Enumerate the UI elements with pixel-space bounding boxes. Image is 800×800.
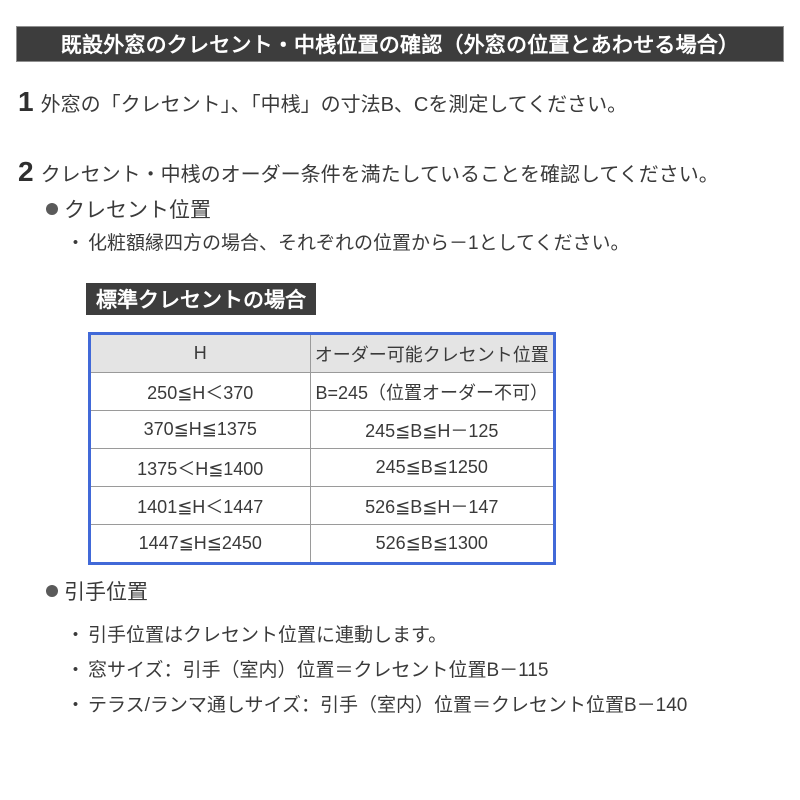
- hikite-note-item: ・ 引手位置はクレセント位置に連動します。: [66, 620, 447, 647]
- table-row: 250≦H＜370 B=245（位置オーダー不可）: [91, 372, 553, 411]
- hikite-note-text: 窓サイズ：引手（室内）位置＝クレセント位置B－115: [88, 660, 549, 681]
- small-dot-bullet-icon: ・: [66, 625, 86, 646]
- table-header-cell-h: H: [91, 335, 311, 373]
- table-cell-position-range: 245≦B≦1250: [309, 448, 553, 487]
- table-row: 1375＜H≦1400 245≦B≦1250: [91, 448, 553, 487]
- step-number-2: 2: [18, 156, 34, 187]
- step-text-2: クレセント・中桟のオーダー条件を満たしていることを確認してください。: [40, 164, 719, 186]
- filled-circle-bullet-icon: [46, 203, 58, 215]
- table-cell-h-range: 370≦H≦1375: [91, 410, 311, 449]
- table-cell-h-range: 1401≦H＜1447: [91, 486, 311, 525]
- step-item-2: 2 クレセント・中桟のオーダー条件を満たしていることを確認してください。: [18, 158, 719, 187]
- hikite-position-heading: 引手位置: [46, 576, 148, 606]
- table-cell-position-range: B=245（位置オーダー不可）: [309, 372, 553, 411]
- crescent-position-heading: クレセント位置: [46, 194, 211, 224]
- document-title-bar: 既設外窓のクレセント・中桟位置の確認（外窓の位置とあわせる場合）: [16, 26, 784, 62]
- table-cell-position-range: 245≦B≦H－125: [309, 410, 553, 449]
- hikite-note-item: ・ テラス/ランマ通しサイズ：引手（室内）位置＝クレセント位置B－140: [66, 690, 687, 717]
- small-dot-bullet-icon: ・: [66, 695, 86, 716]
- hikite-note-text: テラス/ランマ通しサイズ：引手（室内）位置＝クレセント位置B－140: [88, 695, 688, 716]
- step-item-1: 1 外窓の「クレセント」、「中桟」の寸法B、Cを測定してください。: [18, 88, 627, 117]
- table-row: 1447≦H≦2450 526≦B≦1300: [91, 524, 553, 562]
- table-section-bar: 標準クレセントの場合: [86, 283, 316, 315]
- hikite-note-item: ・ 窓サイズ：引手（室内）位置＝クレセント位置B－115: [66, 655, 548, 682]
- small-dot-bullet-icon: ・: [66, 233, 86, 254]
- table-cell-position-range: 526≦B≦H－147: [309, 486, 553, 525]
- table-header-row: H オーダー可能クレセント位置: [91, 335, 553, 373]
- table-row: 1401≦H＜1447 526≦B≦H－147: [91, 486, 553, 525]
- table-cell-h-range: 1447≦H≦2450: [91, 524, 311, 562]
- table-cell-position-range: 526≦B≦1300: [309, 524, 553, 562]
- table-cell-h-range: 250≦H＜370: [91, 372, 311, 411]
- crescent-position-heading-label: クレセント位置: [64, 199, 211, 222]
- table-section-title: 標準クレセントの場合: [96, 289, 306, 312]
- step-text-1: 外窓の「クレセント」、「中桟」の寸法B、Cを測定してください。: [40, 94, 628, 116]
- page-title: 既設外窓のクレセント・中桟位置の確認（外窓の位置とあわせる場合）: [60, 34, 740, 57]
- table-row: 370≦H≦1375 245≦B≦H－125: [91, 410, 553, 449]
- hikite-position-heading-label: 引手位置: [64, 581, 148, 604]
- crescent-spec-table: H オーダー可能クレセント位置 250≦H＜370 B=245（位置オーダー不可…: [91, 335, 553, 562]
- small-dot-bullet-icon: ・: [66, 660, 86, 681]
- table-header-cell-position: オーダー可能クレセント位置: [309, 335, 553, 373]
- step-number-1: 1: [18, 86, 34, 117]
- table-cell-h-range: 1375＜H≦1400: [91, 448, 311, 487]
- crescent-note-text: 化粧額縁四方の場合、それぞれの位置から－1としてください。: [88, 233, 630, 254]
- crescent-note-item: ・ 化粧額縁四方の場合、それぞれの位置から－1としてください。: [66, 228, 629, 255]
- filled-circle-bullet-icon: [46, 585, 58, 597]
- hikite-note-text: 引手位置はクレセント位置に連動します。: [88, 625, 448, 646]
- crescent-spec-table-container: H オーダー可能クレセント位置 250≦H＜370 B=245（位置オーダー不可…: [88, 332, 556, 565]
